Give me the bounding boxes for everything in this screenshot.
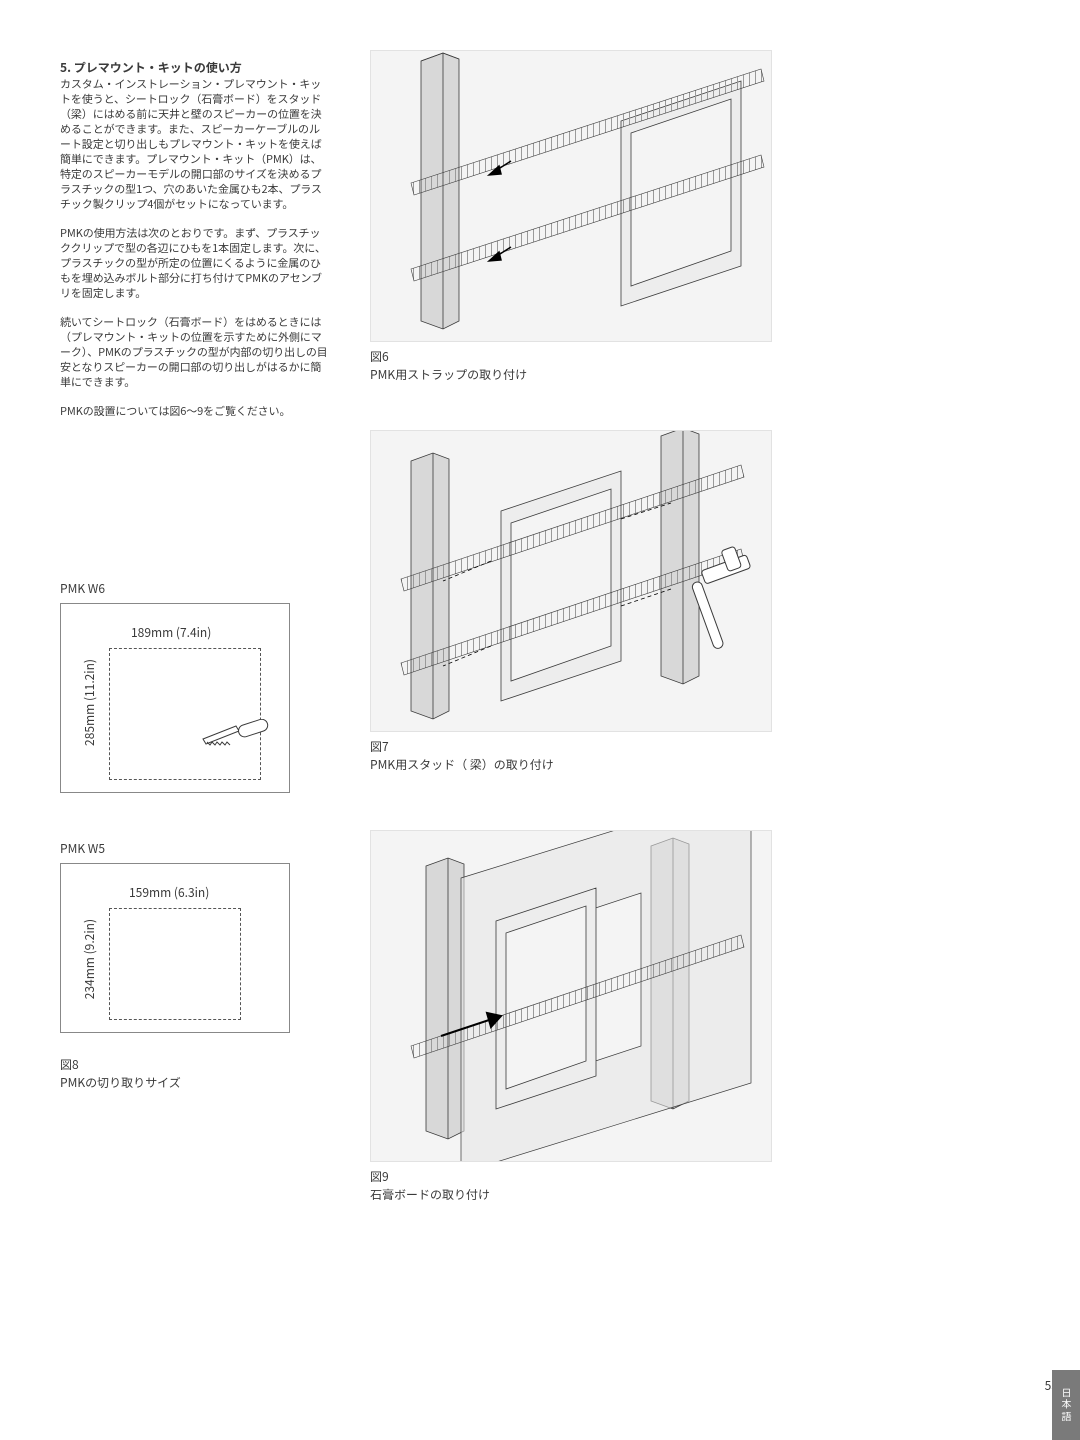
fig9-cap: 石膏ボードの取り付け <box>370 1186 490 1203</box>
fig6-cap: PMK用ストラップの取り付け <box>370 366 527 383</box>
pmk-w5: PMK W5 159mm (6.3in) 234mm (9.2in) <box>60 840 290 1033</box>
section-heading: 5. プレマウント・キットの使い方 <box>60 60 330 75</box>
pmk-w5-width: 159mm (6.3in) <box>129 884 209 901</box>
fig7-num: 図7 <box>370 738 389 755</box>
fig8-num: 図8 <box>60 1056 79 1073</box>
fig8-cap: PMKの切り取りサイズ <box>60 1074 181 1091</box>
language-tab: 日本語 <box>1052 1370 1080 1440</box>
fig6-num: 図6 <box>370 348 389 365</box>
pmk-w6-label: PMK W6 <box>60 580 290 597</box>
pmk-w5-label: PMK W5 <box>60 840 290 857</box>
figure-8-caption: 図8 PMKの切り取りサイズ <box>60 1050 181 1092</box>
fig7-svg <box>371 431 771 731</box>
pmk-w5-height: 234mm (9.2in) <box>81 919 98 999</box>
figure-7: 図7 PMK用スタッド（ 梁）の取り付け <box>370 430 772 774</box>
figure-6: 図6 PMK用ストラップの取り付け <box>370 50 772 384</box>
section-p4: PMKの設置については図6～9をご覧ください。 <box>60 404 330 419</box>
section-p2: PMKの使用方法は次のとおりです。まず、プラスチッククリップで型の各辺にひもを1… <box>60 226 330 301</box>
section-p3: 続いてシートロック（石膏ボード）をはめるときには（プレマウント・キットの位置を示… <box>60 315 330 390</box>
figure-9: 図9 石膏ボードの取り付け <box>370 830 772 1204</box>
fig9-num: 図9 <box>370 1168 389 1185</box>
section-p1: カスタム・インストレーション・プレマウント・キットを使うと、シートロック（石膏ボ… <box>60 77 330 212</box>
saw-icon <box>201 719 271 759</box>
fig7-cap: PMK用スタッド（ 梁）の取り付け <box>370 756 554 773</box>
pmk-w6-width: 189mm (7.4in) <box>131 624 211 641</box>
pmk-w6: PMK W6 189mm (7.4in) 285mm (11.2in) <box>60 580 290 793</box>
pmk-w6-height: 285mm (11.2in) <box>81 659 98 746</box>
section-text: 5. プレマウント・キットの使い方 カスタム・インストレーション・プレマウント・… <box>60 60 330 433</box>
fig6-svg <box>371 51 771 341</box>
fig9-svg <box>371 831 771 1161</box>
